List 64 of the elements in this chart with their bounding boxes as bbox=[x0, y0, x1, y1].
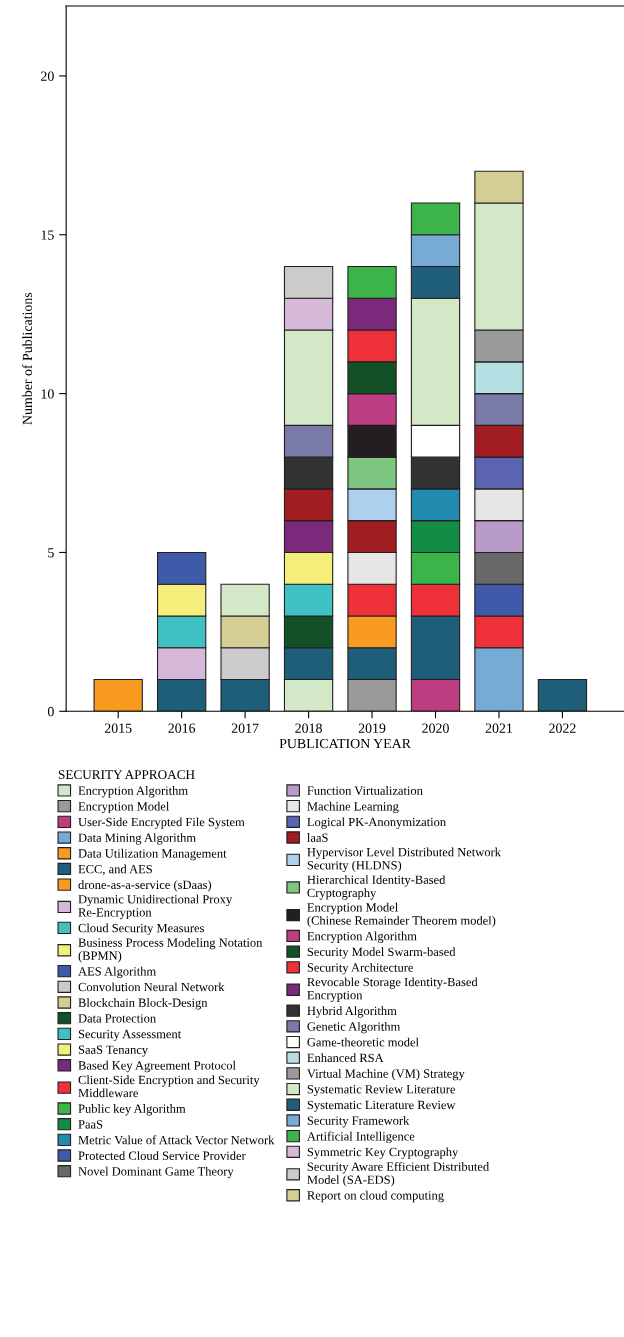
legend-label: Business Process Modeling Notation (BPMN) bbox=[78, 937, 263, 963]
legend-label: Encryption Model (Chinese Remainder Theorem model) bbox=[307, 902, 496, 928]
x-tick-label: 2016 bbox=[168, 723, 196, 733]
legend-label: Virtual Machine (VM) Strategy bbox=[307, 1068, 465, 1081]
legend-label: Data Utilization Management bbox=[78, 848, 227, 861]
bar bbox=[537, 678, 588, 712]
legend-label: Public key Algorithm bbox=[78, 1104, 186, 1116]
y-tick-label: 20 bbox=[41, 71, 54, 81]
legend-label: Cloud Security Measures bbox=[78, 923, 204, 935]
legend-label: Dynamic Unidirectional Proxy Re-Encryption bbox=[78, 894, 233, 920]
legend-label: Game-theoretic model bbox=[307, 1037, 419, 1047]
legend-label: Enhanced RSA bbox=[307, 1053, 384, 1063]
legend-label: Encryption Algorithm bbox=[78, 786, 188, 798]
legend-label: SaaS Tenancy bbox=[78, 1045, 149, 1057]
legend-label: Security Framework bbox=[307, 1116, 410, 1128]
legend-label: Symmetric Key Cryptography bbox=[307, 1147, 459, 1159]
legend-label: Security Aware Efficient Distributed Model (SA-EDS) bbox=[307, 1161, 490, 1187]
legend-label: Based Key Agreement Protocol bbox=[78, 1060, 236, 1073]
legend-label: User-Side Encrypted File System bbox=[78, 817, 245, 829]
legend-label: Data Protection bbox=[78, 1014, 156, 1023]
legend-title: SECURITY APPROACH bbox=[58, 770, 195, 780]
x-tick-label: 2017 bbox=[231, 723, 259, 733]
legend-label: Encryption Algorithm bbox=[307, 931, 417, 943]
y-tick-label: 0 bbox=[47, 706, 54, 717]
legend-label: AES Algorithm bbox=[78, 966, 156, 979]
legend-label: Security Architecture bbox=[307, 962, 414, 975]
legend-label: Report on cloud computing bbox=[307, 1190, 444, 1203]
legend-label: ECC, and AES bbox=[78, 864, 152, 876]
legend-label: Systematic Literature Review bbox=[307, 1100, 456, 1112]
y-tick-label: 10 bbox=[41, 389, 54, 399]
legend-label: Protected Cloud Service Provider bbox=[78, 1151, 246, 1160]
y-tick-label: 5 bbox=[48, 548, 54, 558]
legend-label: Novel Dominant Game Theory bbox=[78, 1166, 234, 1179]
legend-label: Systematic Review Literature bbox=[307, 1085, 456, 1097]
legend-label: Convolution Neural Network bbox=[78, 982, 225, 992]
legend-label: laaS bbox=[307, 833, 328, 842]
y-axis-title: Number of Publications bbox=[22, 292, 33, 425]
legend-label: drone-as-a-service (sDaas) bbox=[78, 880, 212, 892]
legend-label: Security Model Swarm-based bbox=[307, 947, 456, 959]
legend-label: PaaS bbox=[78, 1120, 103, 1129]
legend-label: Logical PK-Anonymization bbox=[307, 817, 446, 829]
legend-label: Function Virtualization bbox=[307, 786, 423, 795]
legend-label: Client-Side Encryption and Security Middleware bbox=[78, 1075, 260, 1098]
x-axis-title: PUBLICATION YEAR bbox=[279, 738, 411, 749]
x-tick-label: 2019 bbox=[358, 723, 386, 733]
legend-label: Hybrid Algorithm bbox=[307, 1006, 397, 1018]
x-tick-label: 2020 bbox=[422, 723, 449, 733]
legend-label: Data Mining Algorithm bbox=[78, 833, 196, 845]
bar bbox=[93, 678, 143, 712]
x-tick-label: 2015 bbox=[104, 723, 132, 733]
legend-label: Machine Learning bbox=[307, 801, 399, 814]
legend-label: Genetic Algorithm bbox=[307, 1021, 401, 1034]
y-tick-label: 15 bbox=[41, 230, 54, 240]
legend-label: Hierarchical Identity-Based Cryptography bbox=[307, 875, 446, 900]
legend-label: Artificial Intelligence bbox=[307, 1131, 415, 1144]
legend-label: Encryption Model bbox=[78, 801, 170, 814]
legend-label: Blockchain Block-Design bbox=[78, 998, 208, 1010]
x-tick-label: 2022 bbox=[549, 723, 576, 733]
legend-label: Revocable Storage Identity-Based Encryption bbox=[307, 977, 478, 1002]
legend-label: Hypervisor Level Distributed Network Security (HLDNS) bbox=[307, 847, 501, 873]
legend-label: Metric Value of Attack Vector Network bbox=[78, 1135, 275, 1145]
legend-label: Security Assessment bbox=[78, 1029, 182, 1041]
x-tick-label: 2021 bbox=[485, 723, 513, 733]
x-tick-label: 2018 bbox=[295, 723, 322, 733]
